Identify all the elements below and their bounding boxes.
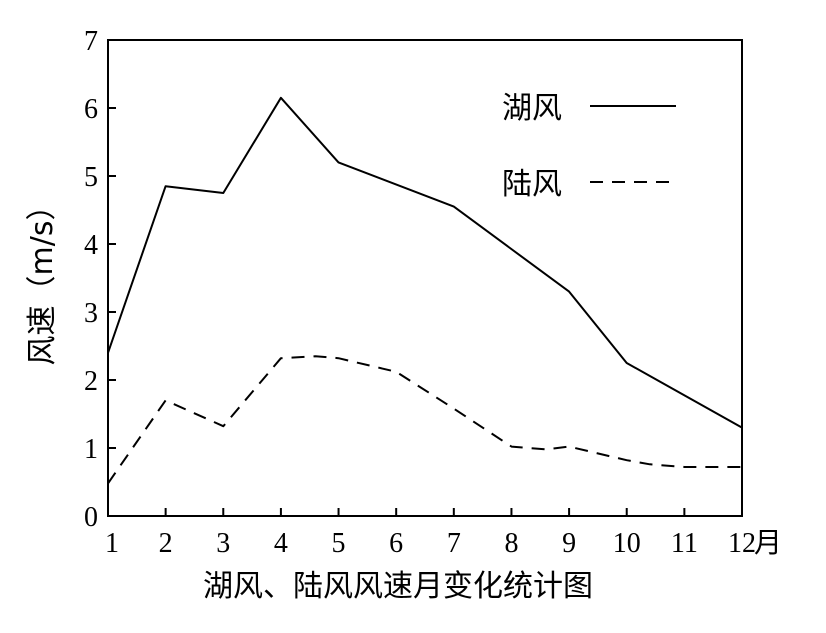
y-tick-label: 3 [84, 298, 98, 329]
chart-title: 湖风、陆风风速月变化统计图 [203, 569, 593, 604]
x-tick-label: 3 [216, 528, 230, 559]
series-line-land-breeze [107, 355, 742, 484]
x-unit-label: 月 [754, 526, 782, 559]
plot-frame [107, 39, 743, 517]
y-tick-label: 7 [84, 26, 98, 57]
x-tick-label: 4 [274, 528, 288, 559]
y-tick-label: 2 [84, 366, 98, 397]
x-tick-label: 6 [389, 528, 403, 559]
y-tick-label: 4 [84, 230, 98, 261]
y-axis-ticks: 0 1 2 3 4 5 6 7 [84, 26, 116, 533]
y-tick-label: 1 [84, 434, 98, 465]
y-tick-label: 5 [84, 162, 98, 193]
x-tick-label: 10 [613, 528, 641, 559]
y-tick-label: 0 [84, 502, 98, 533]
x-tick-label: 5 [332, 528, 346, 559]
y-tick-label: 6 [84, 94, 98, 125]
x-tick-label: 11 [671, 528, 698, 559]
legend-label: 湖风 [502, 91, 562, 126]
x-tick-label: 2 [159, 528, 173, 559]
series-line-lake-breeze [107, 96, 743, 429]
x-tick-label: 12 [728, 528, 756, 559]
x-tick-label: 7 [447, 528, 461, 559]
series-lines [107, 96, 743, 484]
x-tick-label: 9 [562, 528, 576, 559]
x-tick-label: 8 [504, 528, 518, 559]
y-axis-label: 风速（m/s） [25, 191, 60, 366]
x-axis-ticks: 1 2 3 4 5 6 7 8 9 10 11 12 [105, 508, 756, 559]
legend-label: 陆风 [502, 167, 562, 202]
x-tick-label: 1 [105, 528, 119, 559]
